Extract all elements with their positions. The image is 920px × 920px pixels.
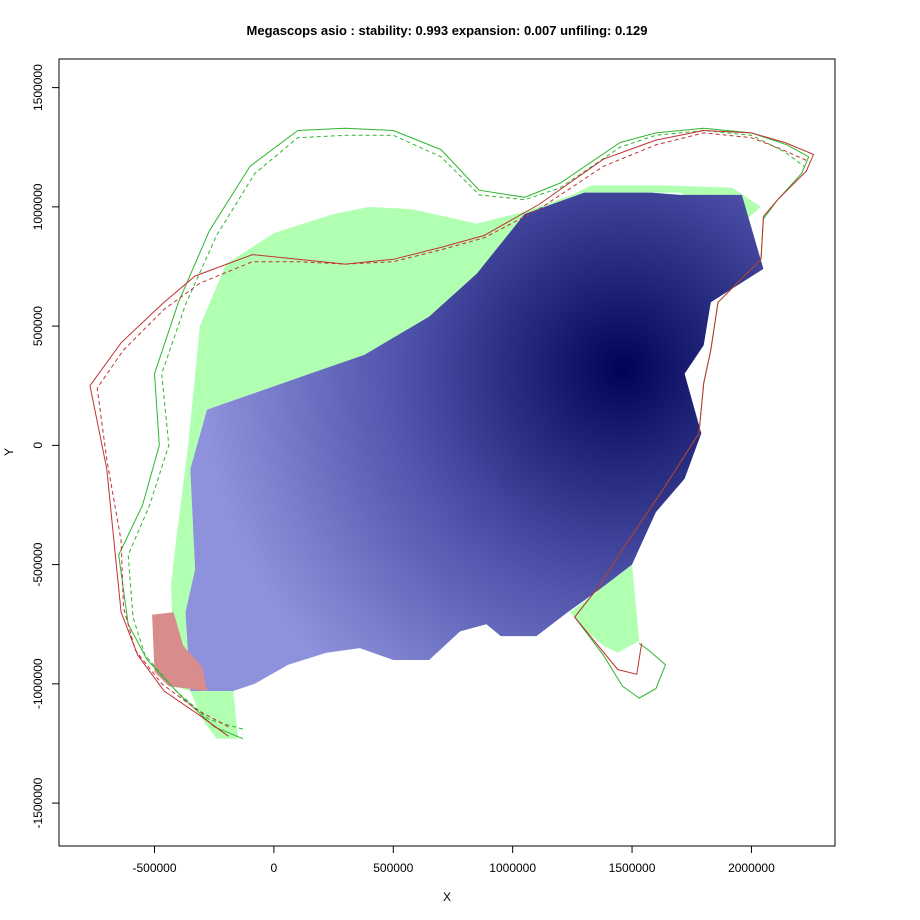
x-tick-label: 0	[271, 861, 278, 875]
x-axis: -500000 0 500000 1000000 1500000 2000000	[132, 846, 775, 875]
y-tick-label: 0	[31, 442, 45, 449]
green-dashed-outline	[127, 129, 805, 730]
unfilling-region-1	[570, 564, 640, 653]
x-axis-label: X	[443, 890, 451, 904]
red-solid-outline	[89, 129, 815, 737]
x-tick-label: 2000000	[728, 861, 775, 875]
y-axis: -1500000 -1000000 -500000 0 500000 1000000 150…	[31, 64, 59, 828]
y-tick-label: -1000000	[31, 658, 45, 709]
x-tick-label: 500000	[373, 861, 413, 875]
red-dashed-outline	[96, 132, 809, 728]
y-tick-label: 500000	[31, 306, 45, 346]
unfilling-region-2	[190, 691, 239, 739]
plot-frame	[58, 58, 836, 847]
unfilling-region-0	[171, 185, 761, 691]
x-tick-label: 1000000	[489, 861, 536, 875]
y-tick-label: 1500000	[31, 64, 45, 111]
y-tick-label: -1500000	[31, 777, 45, 828]
y-tick-label: 1000000	[31, 183, 45, 230]
y-tick-label: -500000	[31, 542, 45, 586]
chart-title: Megascops asio : stability: 0.993 expans…	[247, 23, 648, 38]
y-axis-label: Y	[2, 448, 16, 456]
stability-region	[185, 192, 764, 691]
expansion-region	[152, 612, 207, 691]
x-tick-label: -500000	[132, 861, 176, 875]
x-tick-label: 1500000	[609, 861, 656, 875]
plot-area	[89, 127, 815, 740]
